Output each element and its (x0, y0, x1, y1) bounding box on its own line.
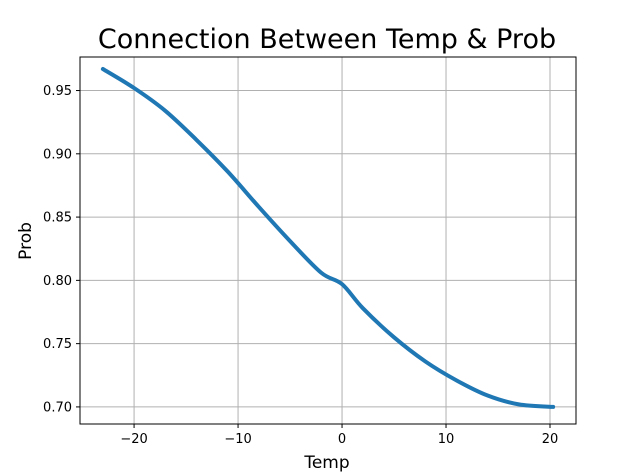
y-tick-label: 0.70 (43, 400, 72, 415)
grid-lines (80, 57, 576, 424)
y-tick-label: 0.80 (43, 274, 72, 289)
series-line (100, 67, 556, 409)
series-layer (100, 67, 556, 409)
x-tick-label: 20 (542, 432, 559, 447)
y-tick-label: 0.75 (43, 337, 72, 352)
x-tick-label: −20 (120, 432, 147, 447)
chart-title: Connection Between Temp & Prob (98, 24, 556, 55)
x-tick-label: 10 (438, 432, 455, 447)
x-tick-label: −10 (224, 432, 251, 447)
plot-frame (79, 56, 577, 425)
y-tick-label: 0.90 (43, 147, 72, 162)
x-tick-label: 0 (338, 432, 346, 447)
x-axis: −20 −10 0 10 20 (120, 424, 558, 447)
x-axis-label: Temp (303, 453, 349, 473)
y-axis: 0.70 0.75 0.80 0.85 0.90 0.95 (43, 84, 80, 415)
y-tick-label: 0.85 (43, 211, 72, 226)
y-axis-label: Prob (16, 222, 36, 260)
y-tick-label: 0.95 (43, 84, 72, 99)
